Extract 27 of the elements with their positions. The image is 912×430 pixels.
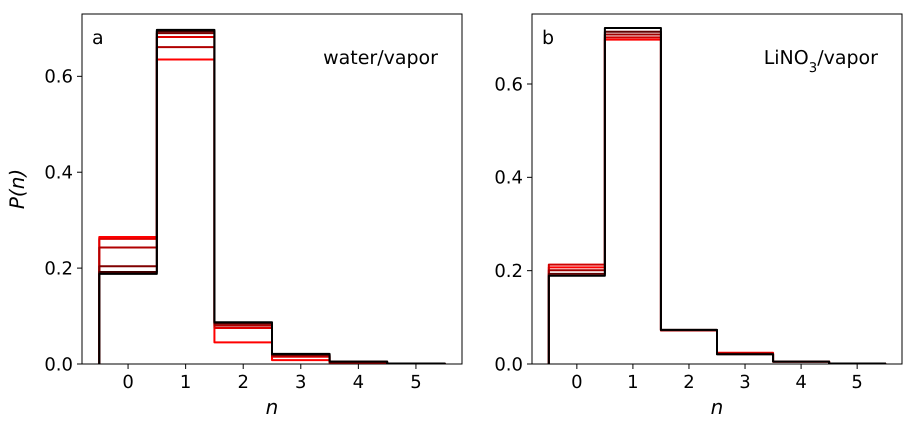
annotation: LiNO$_{3}$/vapor: [764, 47, 878, 76]
y-tick-label: 0.2: [44, 258, 73, 280]
x-axis-title: n: [266, 395, 278, 419]
x-tick-label: 2: [237, 372, 249, 393]
x-tick-label: 1: [627, 372, 639, 393]
x-tick-label: 3: [295, 372, 307, 393]
annotation: b: [542, 27, 554, 49]
y-tick-label: 0.2: [494, 260, 523, 282]
x-tick-label: 1: [180, 372, 192, 393]
y-tick-label: 0.6: [494, 74, 523, 96]
x-axis-title: n: [710, 395, 724, 419]
annotation: water/vapor: [323, 47, 438, 69]
x-tick-label: 2: [683, 372, 695, 393]
y-axis-title: P(n): [5, 168, 29, 210]
x-tick-label: 0: [571, 372, 583, 393]
x-tick-label: 5: [851, 372, 863, 393]
x-tick-label: 4: [352, 372, 364, 393]
x-tick-label: 5: [410, 372, 422, 393]
annotation: a: [92, 27, 104, 49]
y-tick-label: 0.0: [494, 354, 523, 376]
y-tick-label: 0.4: [44, 162, 73, 184]
x-tick-label: 3: [739, 372, 751, 393]
x-tick-label: 0: [122, 372, 134, 393]
y-tick-label: 0.0: [44, 354, 73, 376]
y-tick-label: 0.4: [494, 168, 523, 189]
x-tick-label: 4: [795, 372, 807, 393]
y-tick-label: 0.6: [44, 66, 73, 88]
